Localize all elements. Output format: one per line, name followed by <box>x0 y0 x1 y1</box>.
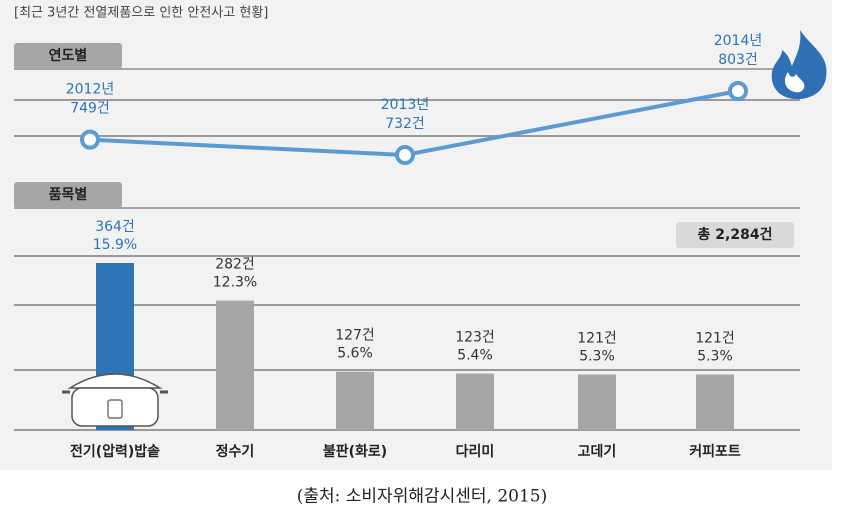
source: (출처: 소비자위해감시센터, 2015) <box>297 487 548 507</box>
value-label: 749건 <box>70 101 110 117</box>
value-label: 364건 <box>95 219 135 235</box>
bar <box>216 300 254 430</box>
x-label: 2012년 <box>66 82 115 98</box>
x-label: 2013년 <box>381 97 430 113</box>
total-label: 총 2,284건 <box>698 226 773 243</box>
percent-label: 5.3% <box>697 348 733 364</box>
icon-lid <box>67 373 163 389</box>
total-box <box>676 222 794 248</box>
value-label: 803건 <box>718 52 758 68</box>
value-label: 123건 <box>455 330 495 346</box>
percent-label: 15.9% <box>93 237 137 253</box>
section-tab <box>14 43 122 69</box>
bar <box>578 374 616 430</box>
bar <box>696 374 734 430</box>
point <box>728 81 748 101</box>
value-label: 732건 <box>385 116 425 132</box>
rice-cooker-icon <box>62 373 168 427</box>
x-label: 2014년 <box>714 33 763 49</box>
x-tick-label: 정수기 <box>216 443 255 460</box>
point <box>395 145 415 165</box>
x-tick-label: 커피포트 <box>689 444 741 460</box>
percent-label: 12.3% <box>213 275 257 291</box>
section-label: 품목별 <box>49 186 88 203</box>
flame-icon <box>771 30 827 100</box>
x-tick-label: 다리미 <box>456 444 495 460</box>
point <box>80 129 100 150</box>
bar <box>336 371 374 430</box>
icon-panel <box>107 399 123 419</box>
x-tick-label: 전기(압력)밥솥 <box>70 443 160 460</box>
percent-label: 5.6% <box>337 346 373 362</box>
value-label: 121건 <box>577 330 617 346</box>
bar <box>456 373 494 430</box>
x-tick-label: 불판(화로) <box>323 444 387 460</box>
percent-label: 5.4% <box>457 348 493 364</box>
value-label: 121건 <box>695 330 735 346</box>
section-tab <box>14 182 122 208</box>
value-label: 127건 <box>335 328 375 344</box>
x-tick-label: 고데기 <box>578 444 617 460</box>
percent-label: 5.3% <box>579 348 615 364</box>
value-label: 282건 <box>215 257 255 273</box>
title: [최근 3년간 전열제품으로 인한 안전사고 현황] <box>14 6 268 21</box>
section-label: 연도별 <box>49 47 88 64</box>
